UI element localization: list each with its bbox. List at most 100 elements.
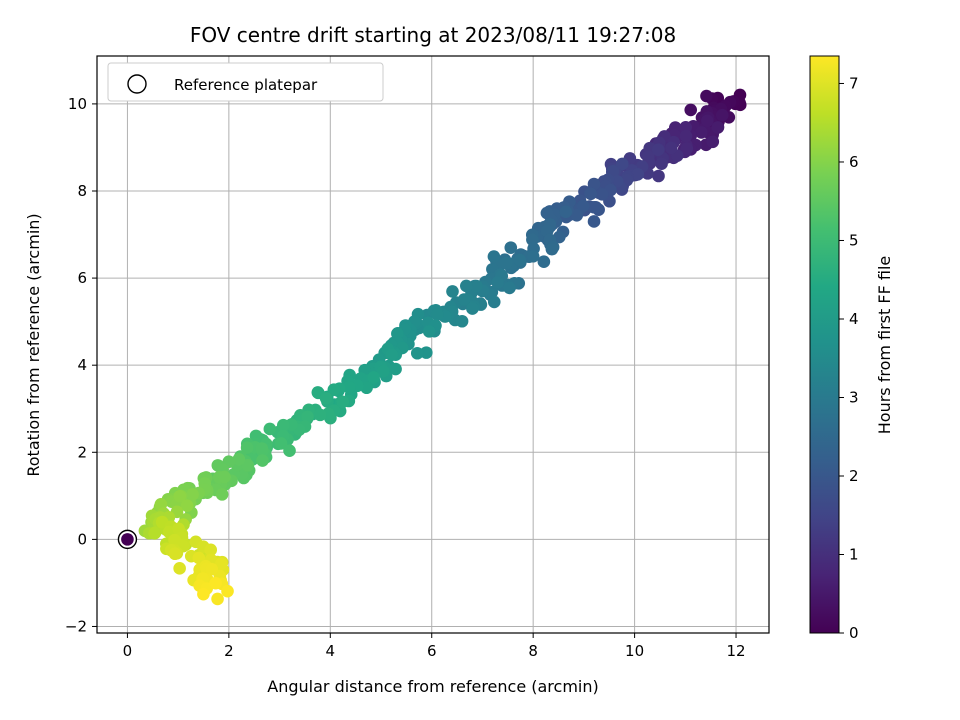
data-point bbox=[209, 576, 222, 590]
data-point bbox=[197, 587, 210, 601]
reference-point bbox=[121, 533, 134, 546]
data-point bbox=[168, 533, 181, 547]
chart-title: FOV centre drift starting at 2023/08/11 … bbox=[190, 23, 676, 47]
data-point bbox=[377, 364, 390, 378]
data-point bbox=[487, 295, 501, 309]
legend-box bbox=[107, 62, 384, 102]
data-point bbox=[559, 205, 573, 219]
data-point bbox=[391, 327, 404, 341]
legend-label: Reference platepar bbox=[174, 76, 318, 94]
colorbar-tick-label: 6 bbox=[849, 153, 859, 171]
data-point bbox=[389, 362, 402, 376]
data-points bbox=[138, 88, 747, 606]
data-point bbox=[283, 444, 296, 458]
x-tick-label: 10 bbox=[625, 642, 644, 660]
data-point bbox=[313, 408, 327, 422]
data-point bbox=[204, 543, 218, 557]
x-tick-label: 2 bbox=[224, 642, 234, 660]
y-tick-label: 8 bbox=[77, 182, 87, 200]
y-tick-label: 2 bbox=[77, 443, 87, 461]
data-point bbox=[205, 562, 219, 576]
reference-marker-layer bbox=[117, 529, 138, 550]
colorbar-label: Hours from first FF file bbox=[875, 256, 894, 435]
data-point bbox=[487, 250, 501, 263]
x-tick-label: 4 bbox=[326, 642, 336, 660]
x-tick-label: 8 bbox=[528, 642, 538, 660]
data-point bbox=[700, 89, 713, 103]
x-axis-label: Angular distance from reference (arcmin) bbox=[267, 677, 598, 696]
y-tick-label: 4 bbox=[77, 356, 87, 374]
colorbar-ticks: 0 1 2 3 4 5 6 7 bbox=[839, 74, 859, 642]
data-point bbox=[595, 188, 609, 201]
data-point bbox=[215, 488, 229, 501]
data-point bbox=[240, 441, 254, 455]
data-point bbox=[241, 459, 255, 472]
data-point bbox=[504, 241, 518, 254]
y-tick-label: 10 bbox=[68, 95, 87, 113]
legend: Reference platepar bbox=[107, 62, 384, 102]
x-tick-label: 0 bbox=[123, 642, 133, 660]
data-point bbox=[584, 187, 598, 201]
data-point bbox=[680, 142, 694, 155]
colorbar-tick-label: 5 bbox=[849, 231, 859, 249]
data-point bbox=[651, 143, 665, 157]
x-tick-label: 12 bbox=[726, 642, 745, 660]
data-point bbox=[274, 437, 288, 450]
data-point bbox=[422, 325, 436, 338]
data-point bbox=[706, 135, 720, 149]
data-point bbox=[218, 470, 231, 484]
y-tick-label: −2 bbox=[65, 617, 87, 635]
data-point bbox=[513, 253, 527, 267]
data-point bbox=[385, 348, 399, 362]
data-point bbox=[459, 279, 473, 293]
data-point bbox=[211, 592, 224, 606]
data-point bbox=[192, 551, 206, 565]
grid-lines bbox=[97, 56, 769, 633]
colorbar-tick-label: 2 bbox=[849, 467, 859, 485]
data-point bbox=[587, 200, 601, 214]
data-point bbox=[526, 249, 540, 263]
data-point bbox=[319, 391, 333, 405]
data-point bbox=[457, 293, 471, 306]
data-point bbox=[715, 108, 729, 122]
colorbar-tick-label: 7 bbox=[849, 74, 859, 92]
data-point bbox=[256, 454, 269, 467]
colorbar-tick-label: 1 bbox=[849, 545, 859, 563]
data-point bbox=[491, 276, 504, 289]
plot-frame bbox=[96, 55, 770, 634]
data-point bbox=[186, 488, 199, 501]
data-point bbox=[180, 499, 194, 512]
data-point bbox=[301, 410, 314, 424]
data-point bbox=[631, 167, 645, 181]
data-point bbox=[665, 141, 678, 155]
data-point bbox=[537, 255, 551, 269]
data-point bbox=[148, 527, 161, 540]
colorbar-tick-label: 3 bbox=[849, 388, 859, 406]
data-point bbox=[446, 285, 459, 298]
legend-marker bbox=[127, 74, 147, 94]
colorbar-tick-label: 4 bbox=[849, 310, 859, 328]
data-point bbox=[499, 256, 513, 270]
data-point bbox=[168, 547, 182, 561]
data-point bbox=[711, 121, 725, 134]
data-point bbox=[503, 281, 516, 295]
data-point bbox=[214, 557, 228, 571]
data-point bbox=[336, 395, 350, 409]
data-point bbox=[587, 215, 601, 228]
data-point bbox=[701, 114, 714, 128]
data-point bbox=[466, 302, 479, 315]
data-point bbox=[576, 199, 590, 213]
data-point bbox=[263, 422, 277, 436]
colorbar-tick-label: 0 bbox=[849, 624, 859, 642]
x-axis-ticks: 0 2 4 6 8 10 12 bbox=[123, 633, 746, 660]
data-point bbox=[695, 126, 708, 139]
y-axis-ticks: −2 0 2 4 6 8 10 bbox=[65, 95, 97, 635]
data-point bbox=[545, 242, 559, 256]
data-point bbox=[652, 169, 665, 183]
data-point bbox=[419, 346, 433, 359]
y-tick-label: 0 bbox=[77, 530, 87, 548]
y-axis-label: Rotation from reference (arcmin) bbox=[24, 213, 43, 476]
data-point bbox=[342, 380, 356, 394]
data-point bbox=[410, 346, 424, 360]
